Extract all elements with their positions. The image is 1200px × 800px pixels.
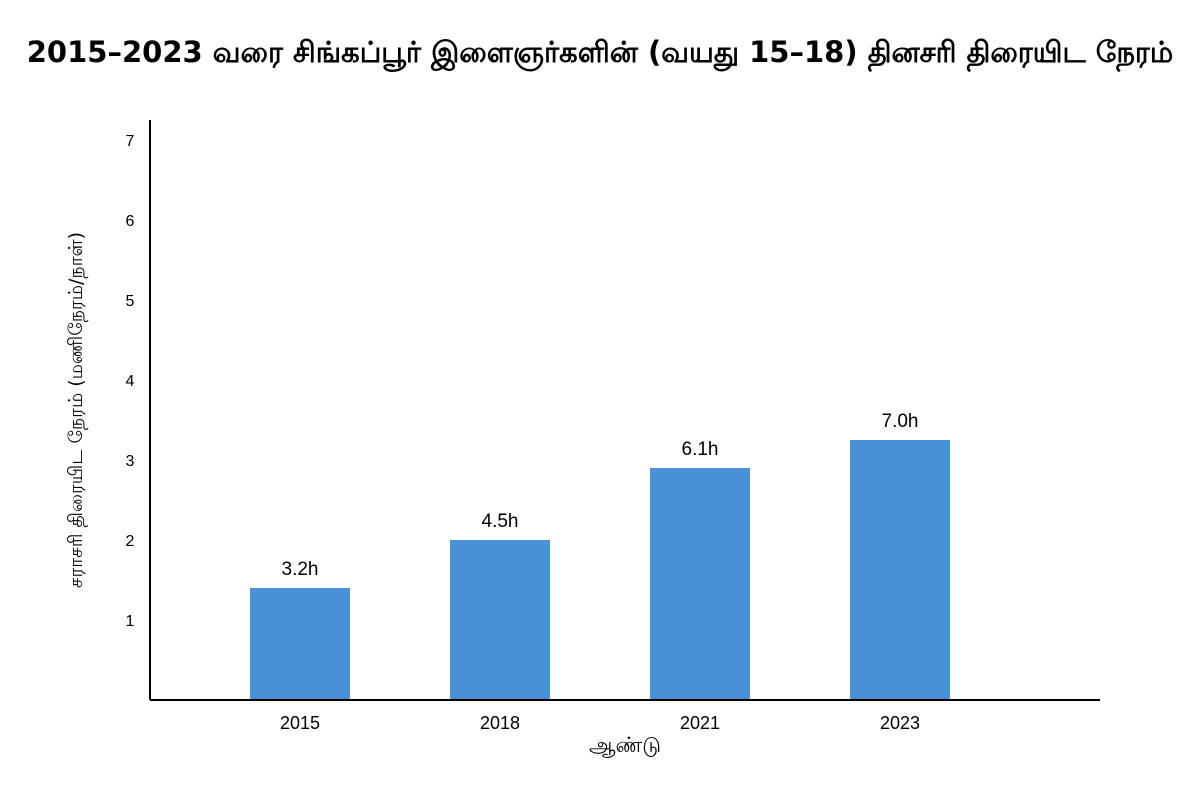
y-tick-label-6: 6 (126, 213, 135, 230)
data-label-2015: 3.2h (282, 559, 319, 580)
data-label-2018: 4.5h (482, 511, 519, 532)
x-ticks-layer: 2015 2018 2021 2023 (280, 713, 920, 733)
y-tick-label-7: 7 (126, 133, 135, 150)
bars-layer (250, 440, 950, 700)
bar-2018 (450, 540, 550, 700)
data-labels-layer: 3.2h 4.5h 6.1h 7.0h (282, 411, 919, 580)
data-label-2021: 6.1h (682, 439, 719, 460)
y-tick-label-2: 2 (126, 533, 135, 550)
x-tick-label-2021: 2021 (680, 713, 720, 733)
y-tick-label-4: 4 (126, 373, 135, 390)
x-tick-label-2018: 2018 (480, 713, 520, 733)
bar-2021 (650, 468, 750, 700)
y-tick-label-3: 3 (126, 453, 135, 470)
y-tick-label-5: 5 (126, 293, 135, 310)
chart-title: 2015–2023 வரை சிங்கப்பூர் இளைஞர்களின் (வ… (27, 35, 1174, 73)
y-ticks-layer: 1 2 3 4 5 6 7 (126, 133, 135, 630)
data-label-2023: 7.0h (882, 411, 919, 432)
x-tick-label-2023: 2023 (880, 713, 920, 733)
y-tick-label-1: 1 (126, 613, 135, 630)
bar-2015 (250, 588, 350, 700)
bar-2023 (850, 440, 950, 700)
y-axis-label: சராசரி திரையிட நேரம் (மணிநேரம்/நாள்) (65, 232, 88, 588)
x-tick-label-2015: 2015 (280, 713, 320, 733)
x-axis-label: ஆண்டு (589, 733, 661, 758)
